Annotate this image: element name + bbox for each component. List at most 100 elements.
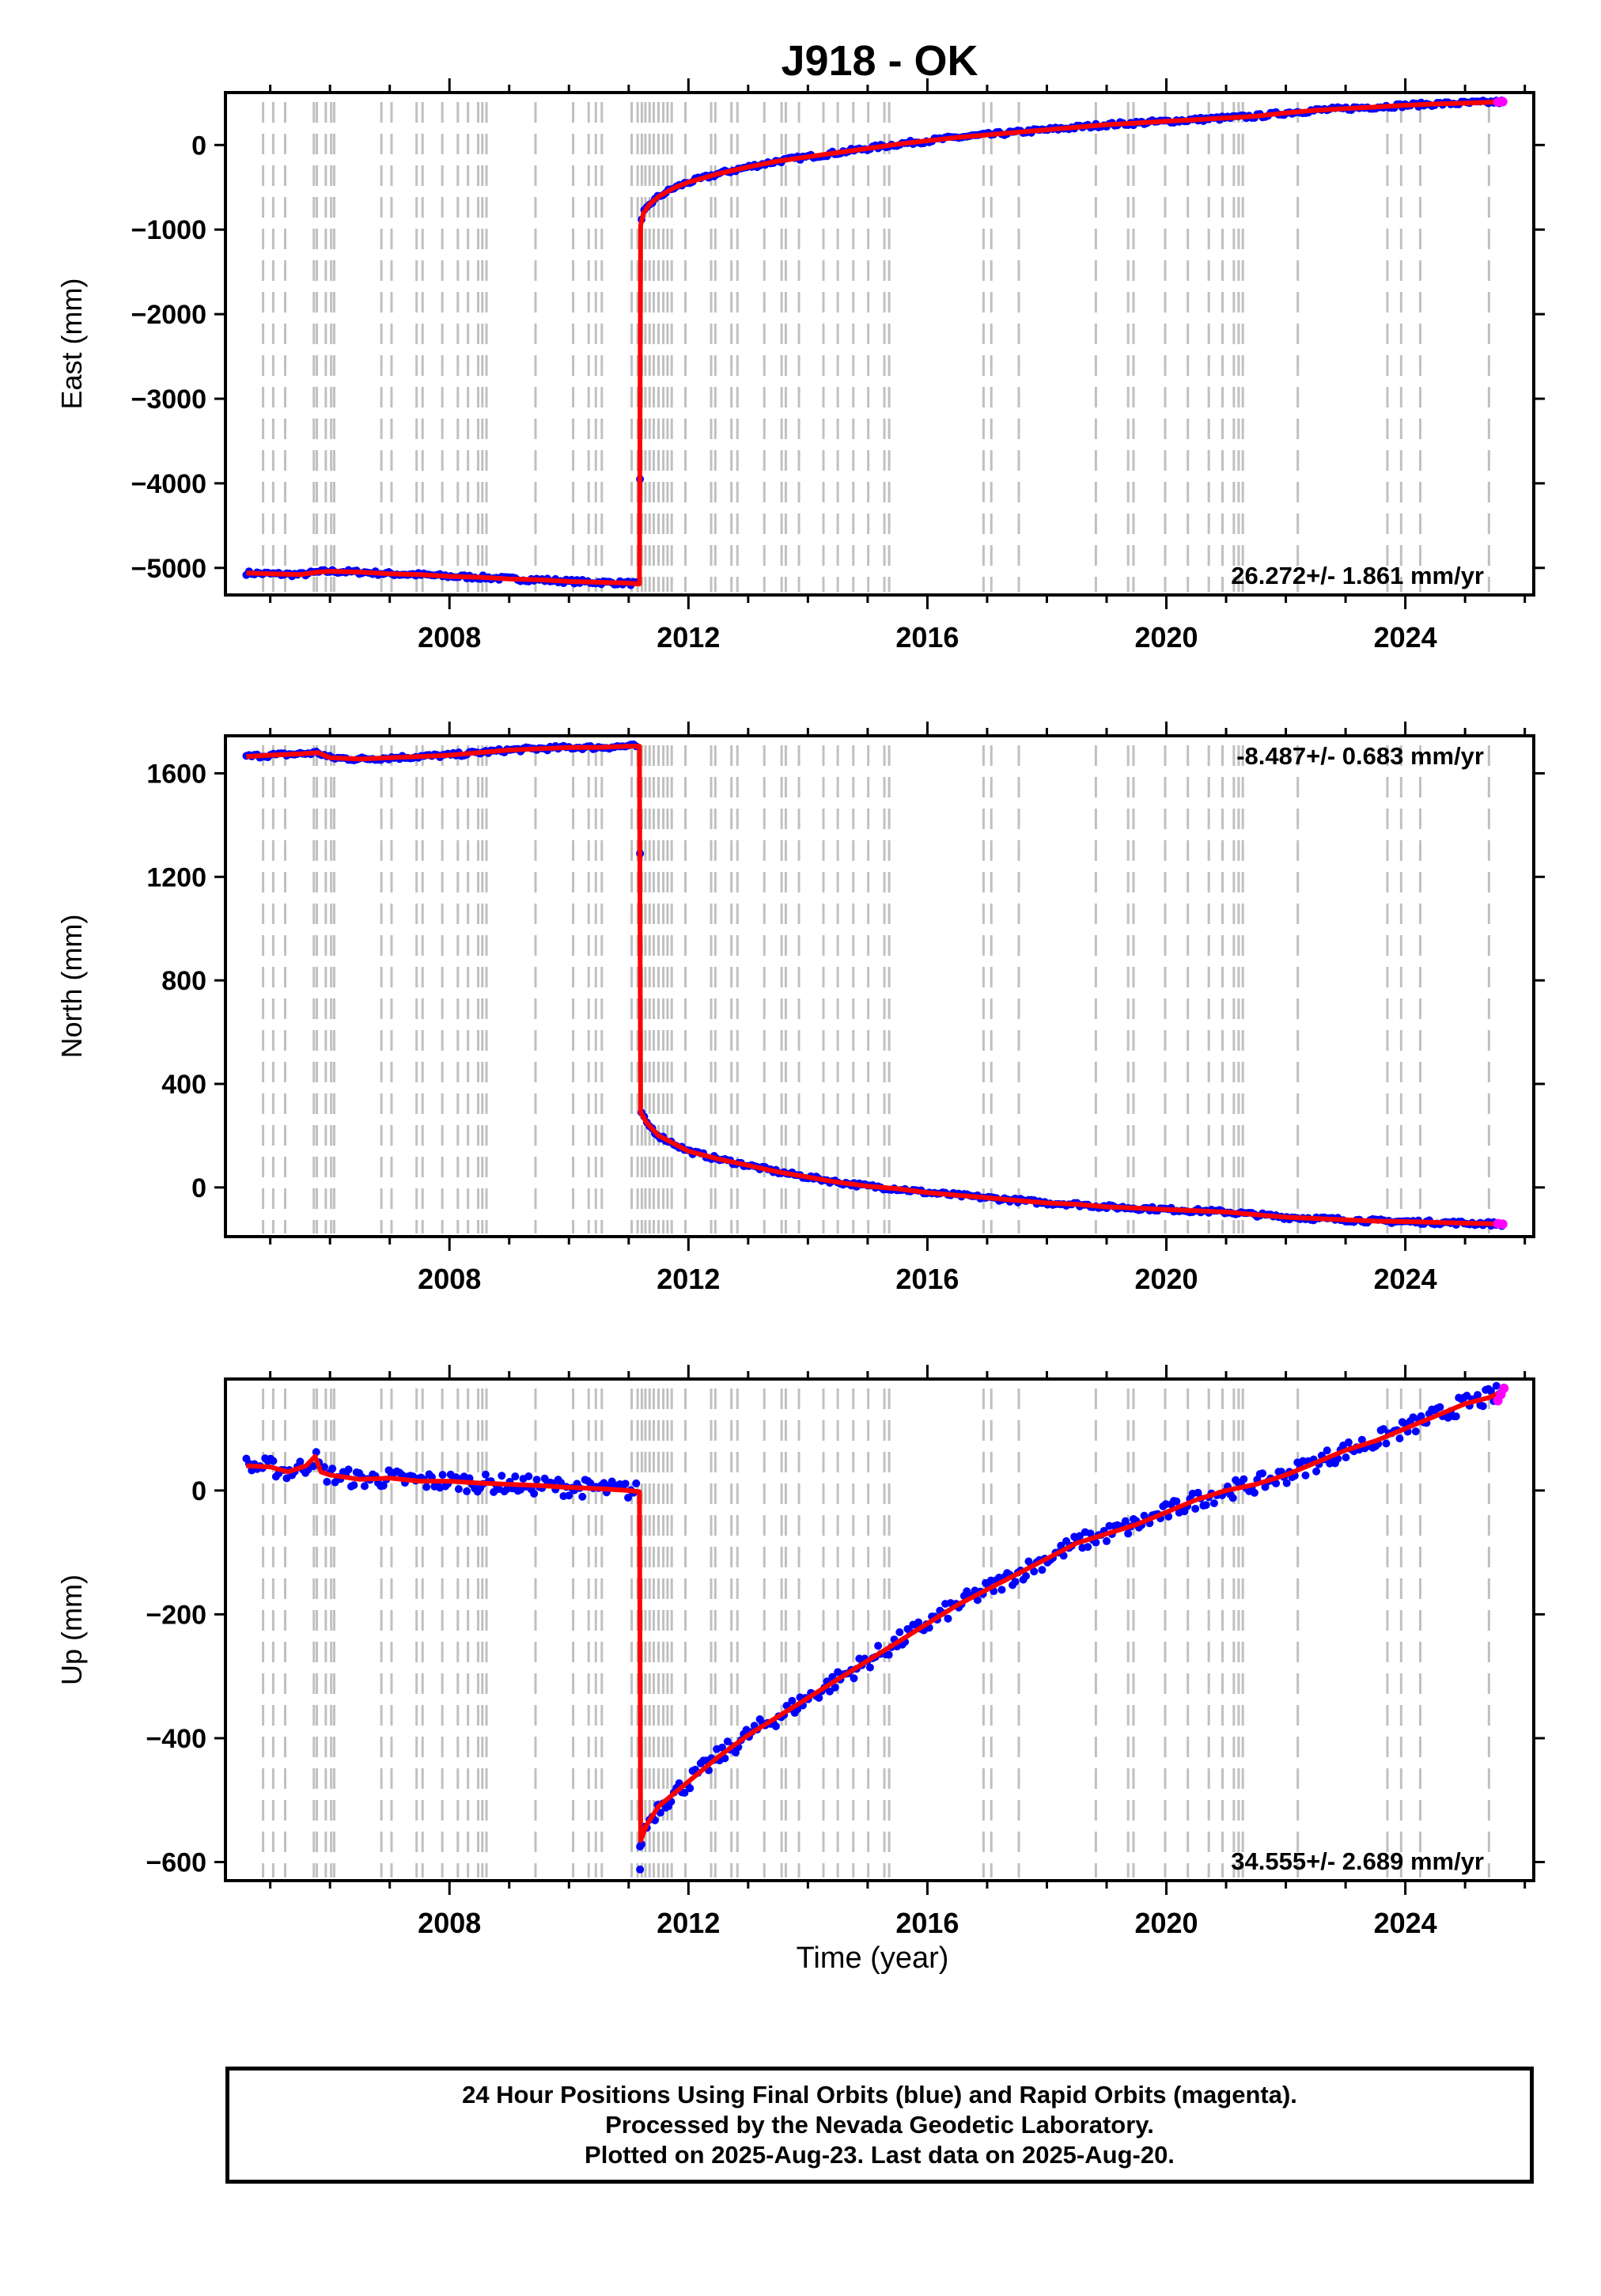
model-fit-line xyxy=(246,744,1503,1227)
final-orbit-point xyxy=(1436,1403,1444,1411)
final-orbit-point xyxy=(865,1663,874,1672)
final-orbit-point xyxy=(895,1628,904,1637)
final-orbit-point xyxy=(788,1696,797,1705)
final-orbit-point xyxy=(944,1614,952,1623)
final-orbit-point xyxy=(1312,1467,1321,1476)
chart-title: J918 - OK xyxy=(781,37,978,85)
final-orbit-point xyxy=(481,1470,490,1479)
y-tick-label: 400 xyxy=(161,1070,206,1100)
final-orbit-point xyxy=(1395,1434,1404,1443)
panel-north: 1600 1200 800 400 0 North (mm) 2008 2012 2016 202… xyxy=(55,722,1545,1295)
final-orbit-point xyxy=(312,1448,320,1457)
final-orbit-point xyxy=(723,1737,732,1746)
y-tick-label: 1600 xyxy=(146,759,206,789)
final-orbit-point xyxy=(350,1481,358,1490)
final-orbit-point xyxy=(1124,1529,1133,1538)
outlier-point xyxy=(636,1865,645,1874)
y-tick-label: −5000 xyxy=(131,554,207,584)
final-orbit-point xyxy=(1240,1475,1248,1483)
final-orbit-point xyxy=(997,1586,1006,1594)
y-tick-label: −4000 xyxy=(131,469,207,499)
final-orbit-point xyxy=(1380,1425,1388,1434)
final-orbit-point xyxy=(850,1674,858,1683)
final-orbit-point xyxy=(621,1480,630,1488)
y-tick-label: 0 xyxy=(191,1173,206,1203)
final-orbit-point xyxy=(1357,1435,1366,1444)
final-orbit-point xyxy=(1282,1479,1291,1487)
final-orbit-point xyxy=(530,1489,539,1498)
y-tick-label: −2000 xyxy=(131,300,207,330)
model-fit-line xyxy=(246,1389,1504,1843)
rapid-orbit-point xyxy=(1497,97,1508,107)
final-orbit-point xyxy=(1191,1504,1200,1513)
y-tick-label: 0 xyxy=(191,1476,206,1506)
final-orbit-points xyxy=(242,97,1506,589)
x-tick-label: 2008 xyxy=(418,1907,481,1939)
velocity-label: 26.272+/- 1.861 mm/yr xyxy=(1231,562,1484,589)
final-orbit-point xyxy=(1474,1391,1482,1400)
x-tick-label: 2016 xyxy=(895,1907,959,1939)
final-orbit-point xyxy=(680,1788,689,1797)
final-orbit-point xyxy=(1062,1536,1071,1545)
final-orbit-point xyxy=(1342,1453,1350,1462)
final-orbit-point xyxy=(1451,1412,1460,1421)
y-tick-label: 0 xyxy=(191,131,206,161)
final-orbit-point xyxy=(463,1487,471,1495)
y-axis-label: East (mm) xyxy=(55,278,88,410)
x-tick-label: 2016 xyxy=(895,621,959,654)
final-orbit-point xyxy=(1492,1381,1501,1390)
final-orbit-point xyxy=(1411,1427,1420,1436)
x-axis-label: Time (year) xyxy=(797,1942,949,1975)
y-tick-label: −400 xyxy=(146,1724,206,1754)
final-orbit-point xyxy=(454,1485,463,1494)
panel-up: 0 −200 −400 −600 Up (mm) 2008 2012 2016 2020 2024… xyxy=(55,1365,1545,1939)
final-orbit-point xyxy=(624,1494,633,1502)
caption-line-3: Plotted on 2025-Aug-23. Last data on 202… xyxy=(585,2141,1175,2169)
final-orbit-points xyxy=(242,1381,1506,1848)
final-orbit-point xyxy=(1478,1402,1487,1411)
rapid-orbit-point xyxy=(1499,1383,1509,1393)
final-orbit-point xyxy=(1417,1411,1425,1420)
final-orbit-point xyxy=(1382,1439,1391,1448)
x-tick-label: 2020 xyxy=(1134,621,1198,654)
x-tick-label: 2016 xyxy=(895,1263,959,1295)
final-orbit-point xyxy=(686,1784,695,1793)
final-orbit-point xyxy=(884,1650,893,1659)
final-orbit-point xyxy=(328,1464,337,1473)
y-tick-label: 800 xyxy=(161,966,206,996)
x-tick-label: 2020 xyxy=(1134,1907,1198,1939)
final-orbit-point xyxy=(1272,1479,1281,1487)
y-axis-label: North (mm) xyxy=(55,915,88,1059)
final-orbit-point xyxy=(438,1471,447,1480)
final-orbit-point xyxy=(1022,1572,1031,1581)
velocity-label: -8.487+/- 0.683 mm/yr xyxy=(1236,742,1484,770)
final-orbit-point xyxy=(296,1457,305,1466)
y-tick-label: 1200 xyxy=(146,862,206,892)
x-tick-label: 2024 xyxy=(1374,1907,1437,1939)
x-tick-label: 2024 xyxy=(1374,1263,1437,1295)
final-orbit-point xyxy=(1250,1488,1258,1497)
final-orbit-point xyxy=(323,1477,331,1486)
final-orbit-point xyxy=(1038,1566,1047,1574)
final-orbit-point xyxy=(1102,1536,1111,1545)
final-orbit-point xyxy=(1258,1469,1267,1478)
velocity-label: 34.555+/- 2.689 mm/yr xyxy=(1231,1847,1484,1875)
caption-box: 24 Hour Positions Using Final Orbits (bl… xyxy=(225,2067,1534,2184)
y-tick-label: −600 xyxy=(146,1848,206,1878)
final-orbit-point xyxy=(269,1457,278,1465)
final-orbit-point xyxy=(1209,1498,1218,1507)
y-tick-label: −200 xyxy=(146,1600,206,1630)
final-orbit-point xyxy=(1011,1578,1020,1586)
y-tick-label: −3000 xyxy=(131,385,207,415)
final-orbit-point xyxy=(578,1492,587,1501)
final-orbit-point xyxy=(422,1483,431,1491)
final-orbit-point xyxy=(914,1618,923,1627)
plot-frame xyxy=(224,91,1535,597)
final-orbit-point xyxy=(1121,1517,1130,1525)
x-tick-label: 2008 xyxy=(418,621,481,654)
final-orbit-point xyxy=(1301,1471,1310,1480)
plot-frame xyxy=(224,734,1535,1238)
panel-east: 0 −1000 −2000 −3000 −4000 −5000 East (mm) 2008 2… xyxy=(55,78,1545,654)
y-axis-label: Up (mm) xyxy=(55,1574,88,1685)
